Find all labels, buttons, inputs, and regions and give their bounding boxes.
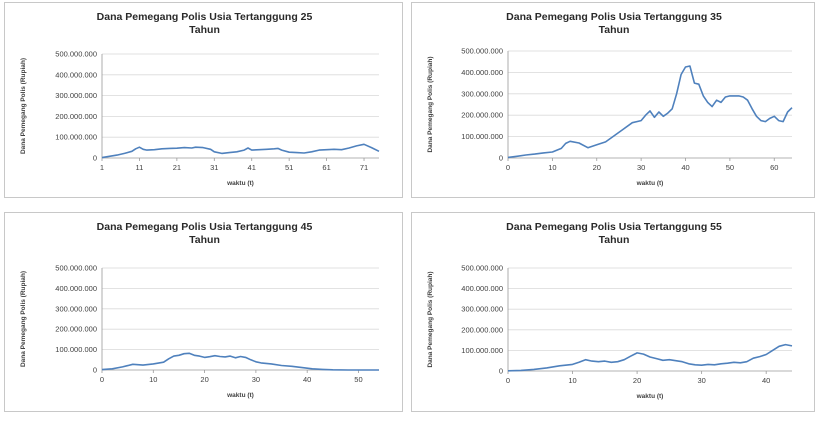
series-line bbox=[101, 352, 379, 371]
x-axis-label: waktu (t) bbox=[636, 180, 664, 187]
x-tick-label: 11 bbox=[136, 163, 144, 172]
y-axis-label: Dana Pemegang Polis (Rupiah) bbox=[20, 58, 27, 154]
series-line bbox=[507, 343, 793, 372]
y-tick-label: 200.000.000 bbox=[461, 325, 503, 334]
y-tick-label: 400.000.000 bbox=[461, 68, 503, 77]
y-tick-label: 100.000.000 bbox=[461, 346, 503, 355]
x-tick-label: 50 bbox=[354, 375, 362, 384]
series-line bbox=[507, 65, 793, 159]
chart-panel-usia-35: Dana Pemegang Polis Usia Tertanggung 35 T… bbox=[411, 2, 815, 198]
x-tick-label: 41 bbox=[248, 163, 256, 172]
y-axis-label: Dana Pemegang Polis (Rupiah) bbox=[427, 271, 434, 367]
x-tick-label: 20 bbox=[200, 375, 208, 384]
y-tick-label: 0 bbox=[93, 154, 97, 163]
chart-title-line: Dana Pemegang Polis Usia Tertanggung 25 bbox=[97, 11, 313, 23]
y-tick-label: 100.000.000 bbox=[55, 133, 97, 142]
y-tick-label: 200.000.000 bbox=[55, 112, 97, 121]
x-tick-label: 51 bbox=[285, 163, 293, 172]
y-tick-label: 200.000.000 bbox=[461, 111, 503, 120]
y-tick-label: 400.000.000 bbox=[461, 284, 503, 293]
chart-title-line: Dana Pemegang Polis Usia Tertanggung 35 bbox=[506, 11, 722, 23]
chart-title-line: Tahun bbox=[189, 234, 220, 246]
y-tick-label: 300.000.000 bbox=[461, 305, 503, 314]
x-axis-label: waktu (t) bbox=[226, 392, 254, 399]
x-tick-label: 0 bbox=[506, 376, 510, 385]
x-tick-label: 60 bbox=[770, 163, 778, 172]
chart-title-line: Tahun bbox=[189, 24, 220, 36]
x-tick-label: 30 bbox=[252, 375, 260, 384]
x-tick-label: 20 bbox=[593, 163, 601, 172]
y-tick-label: 100.000.000 bbox=[55, 345, 97, 354]
y-tick-label: 0 bbox=[499, 154, 503, 163]
chart-title-line: Tahun bbox=[599, 24, 630, 36]
x-tick-label: 30 bbox=[697, 376, 705, 385]
x-tick-label: 10 bbox=[548, 163, 556, 172]
x-tick-label: 20 bbox=[633, 376, 641, 385]
chart-panel-usia-55: Dana Pemegang Polis Usia Tertanggung 55 T… bbox=[411, 212, 815, 412]
chart-title-line: Tahun bbox=[599, 234, 630, 246]
y-tick-label: 100.000.000 bbox=[461, 132, 503, 141]
chart-usia-55: Dana Pemegang Polis Usia Tertanggung 55T… bbox=[427, 221, 793, 400]
x-tick-label: 10 bbox=[568, 376, 576, 385]
y-tick-label: 0 bbox=[93, 366, 97, 375]
x-tick-label: 40 bbox=[762, 376, 770, 385]
y-axis-label: Dana Pemegang Polis (Rupiah) bbox=[427, 56, 434, 152]
x-tick-label: 1 bbox=[100, 163, 104, 172]
y-tick-label: 300.000.000 bbox=[55, 304, 97, 313]
series-line bbox=[101, 143, 380, 159]
y-tick-label: 200.000.000 bbox=[55, 325, 97, 334]
y-tick-label: 500.000.000 bbox=[461, 264, 503, 273]
y-axis-label: Dana Pemegang Polis (Rupiah) bbox=[20, 271, 27, 367]
chart-usia-25: Dana Pemegang Polis Usia Tertanggung 25T… bbox=[20, 11, 380, 187]
x-tick-label: 21 bbox=[173, 163, 181, 172]
x-tick-label: 31 bbox=[210, 163, 218, 172]
y-tick-label: 300.000.000 bbox=[55, 91, 97, 100]
chart-usia-45: Dana Pemegang Polis Usia Tertanggung 45T… bbox=[20, 221, 379, 399]
y-tick-label: 400.000.000 bbox=[55, 70, 97, 79]
y-tick-label: 500.000.000 bbox=[55, 50, 97, 59]
x-tick-label: 50 bbox=[726, 163, 734, 172]
x-tick-label: 30 bbox=[637, 163, 645, 172]
y-tick-label: 500.000.000 bbox=[55, 264, 97, 273]
chart-panel-usia-45: Dana Pemegang Polis Usia Tertanggung 45 T… bbox=[4, 212, 403, 412]
x-tick-label: 40 bbox=[681, 163, 689, 172]
x-axis-label: waktu (t) bbox=[636, 393, 664, 400]
x-tick-label: 0 bbox=[100, 375, 104, 384]
x-tick-label: 61 bbox=[322, 163, 330, 172]
chart-usia-35: Dana Pemegang Polis Usia Tertanggung 35T… bbox=[427, 11, 793, 187]
chart-panel-usia-25: Dana Pemegang Polis Usia Tertanggung 25 T… bbox=[4, 2, 403, 198]
y-tick-label: 400.000.000 bbox=[55, 284, 97, 293]
x-tick-label: 10 bbox=[149, 375, 157, 384]
y-tick-label: 500.000.000 bbox=[461, 47, 503, 56]
x-tick-label: 0 bbox=[506, 163, 510, 172]
y-tick-label: 300.000.000 bbox=[461, 89, 503, 98]
chart-title-line: Dana Pemegang Polis Usia Tertanggung 45 bbox=[97, 221, 313, 233]
x-axis-label: waktu (t) bbox=[226, 180, 254, 187]
x-tick-label: 71 bbox=[360, 163, 368, 172]
chart-title-line: Dana Pemegang Polis Usia Tertanggung 55 bbox=[506, 221, 722, 233]
x-tick-label: 40 bbox=[303, 375, 311, 384]
y-tick-label: 0 bbox=[499, 367, 503, 376]
